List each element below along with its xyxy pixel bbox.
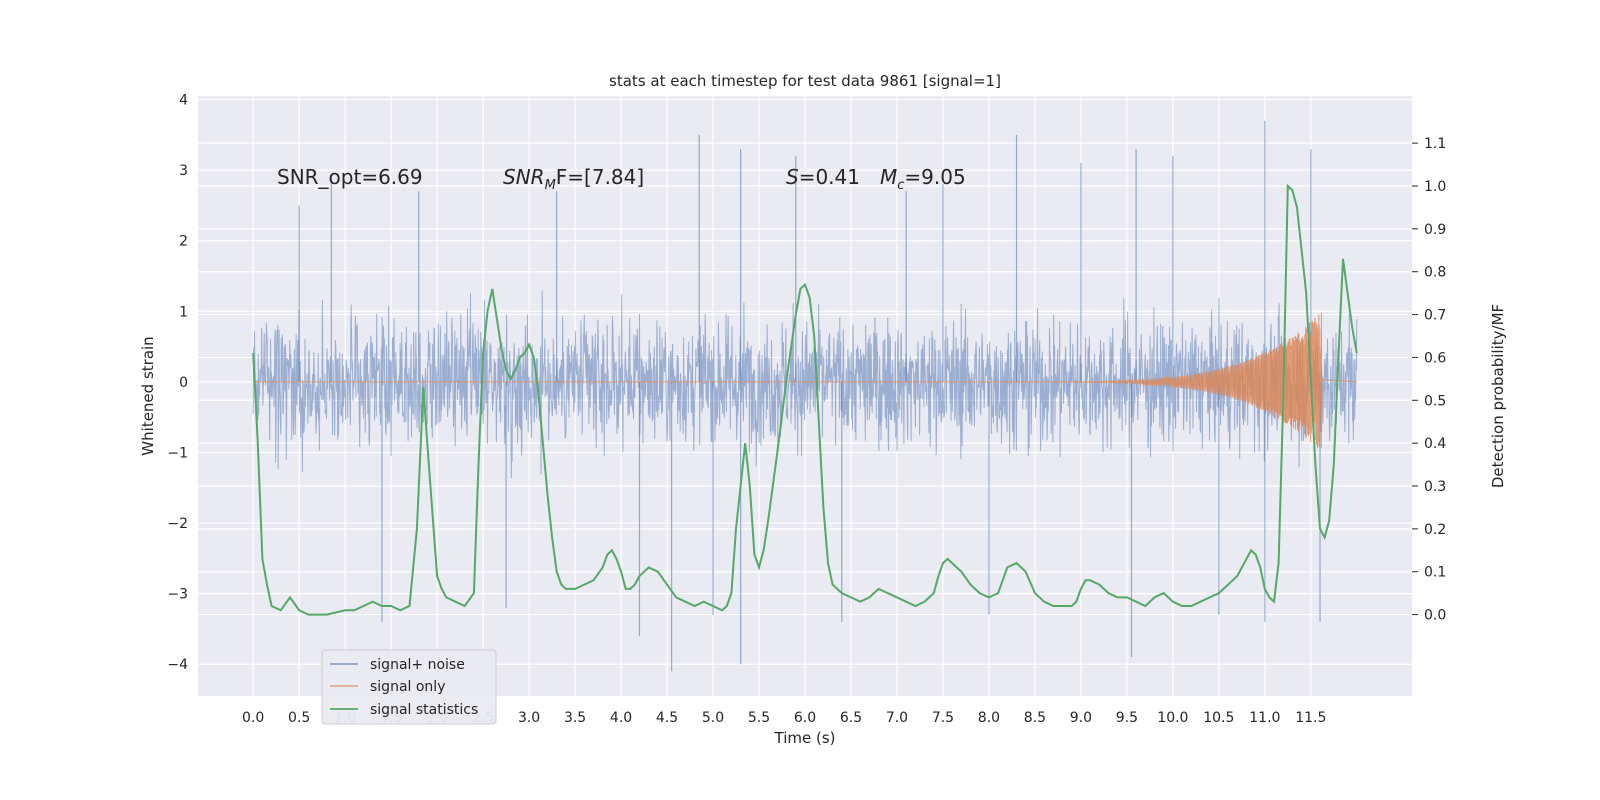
y2-tick-label: 0.0 xyxy=(1424,608,1446,624)
x-axis-label: Time (s) xyxy=(774,729,836,747)
signal-statistics-line xyxy=(252,183,1358,616)
x-tick-label: 9.0 xyxy=(1070,710,1092,726)
y-tick-label: 2 xyxy=(179,234,188,250)
annotation-snr-opt: SNR_opt=6.69 xyxy=(277,165,423,189)
snr-mf-subscript: M xyxy=(545,178,556,193)
y2-tick-label: 1.0 xyxy=(1424,179,1446,195)
y2-tick-label: 0.7 xyxy=(1424,308,1446,324)
snr-mf-rest: F=[7.84] xyxy=(556,165,644,189)
x-tick-label: 0.5 xyxy=(288,710,310,726)
x-tick-label: 3.5 xyxy=(564,710,586,726)
y-tick-label: 0 xyxy=(179,375,188,391)
y-tick-label: −2 xyxy=(167,516,188,532)
x-tick-label: 7.5 xyxy=(932,710,954,726)
signal-plus-noise-line xyxy=(252,290,1358,479)
x-tick-label: 8.5 xyxy=(1024,710,1046,726)
x-tick-label: 10.0 xyxy=(1157,710,1188,726)
x-tick-label: 9.5 xyxy=(1116,710,1138,726)
x-tick-label: 7.0 xyxy=(886,710,908,726)
x-tick-label: 11.0 xyxy=(1249,710,1280,726)
y-tick-label: 1 xyxy=(179,304,188,320)
y-tick-label: −1 xyxy=(167,445,188,461)
x-tick-label: 5.0 xyxy=(702,710,724,726)
y-axis-label: Whitened strain xyxy=(139,336,157,455)
signal-only-line xyxy=(253,312,1357,449)
x-tick-label: 4.0 xyxy=(610,710,632,726)
s-value: =0.41 xyxy=(799,165,860,189)
legend-label-signal-statistics: signal statistics xyxy=(370,702,478,718)
annotation-s: S=0.41 xyxy=(786,165,860,189)
x-tick-label: 6.0 xyxy=(794,710,816,726)
y-tick-label: 3 xyxy=(179,163,188,179)
y2-axis-label: Detection probability/MF xyxy=(1489,304,1507,488)
y-tick-label: 4 xyxy=(179,93,188,109)
x-tick-label: 4.5 xyxy=(656,710,678,726)
y2-tick-label: 0.9 xyxy=(1424,222,1446,238)
y2-tick-label: 0.2 xyxy=(1424,522,1446,538)
mc-letter: M xyxy=(880,165,897,189)
y-axis-ticks: 4 3 2 1 0 −1 −2 −3 −4 xyxy=(167,93,188,674)
series-signal-only xyxy=(253,312,1357,449)
y2-tick-label: 0.1 xyxy=(1424,565,1446,581)
legend-label-signal-plus-noise: signal+ noise xyxy=(370,657,465,673)
y-tick-label: −4 xyxy=(167,657,188,673)
y2-axis-ticks: 1.1 1.0 0.9 0.8 0.7 0.6 0.5 0.4 0.3 0.2 0.1 0.0 xyxy=(1412,136,1446,624)
x-tick-label: 5.5 xyxy=(748,710,770,726)
annotation-mc: Mc=9.05 xyxy=(880,165,966,193)
x-tick-label: 6.5 xyxy=(840,710,862,726)
mc-subscript: c xyxy=(897,178,904,193)
x-tick-label: 8.0 xyxy=(978,710,1000,726)
mc-value: =9.05 xyxy=(904,165,965,189)
s-letter: S xyxy=(786,165,799,189)
y-tick-label: −3 xyxy=(167,587,188,603)
x-tick-label: 10.5 xyxy=(1203,710,1234,726)
y2-tick-label: 0.8 xyxy=(1424,265,1446,281)
series-signal-plus-noise xyxy=(252,120,1358,672)
annotation-snr-mf: SNRMF=[7.84] xyxy=(503,165,644,193)
y2-tick-label: 1.1 xyxy=(1424,136,1446,152)
x-tick-label: 0.0 xyxy=(242,710,264,726)
legend-box xyxy=(321,649,497,725)
chart-title: stats at each timestep for test data 986… xyxy=(609,72,1001,90)
x-tick-label: 11.5 xyxy=(1295,710,1326,726)
y2-tick-label: 0.3 xyxy=(1424,479,1446,495)
snr-mf-base: SNR xyxy=(503,165,545,189)
series-signal-statistics xyxy=(252,183,1358,616)
y2-tick-label: 0.6 xyxy=(1424,350,1446,366)
legend: signal+ noise signal only signal statist… xyxy=(321,649,497,725)
x-tick-label: 3.0 xyxy=(518,710,540,726)
y2-tick-label: 0.4 xyxy=(1424,436,1446,452)
y2-tick-label: 0.5 xyxy=(1424,393,1446,409)
legend-label-signal-only: signal only xyxy=(370,679,445,695)
